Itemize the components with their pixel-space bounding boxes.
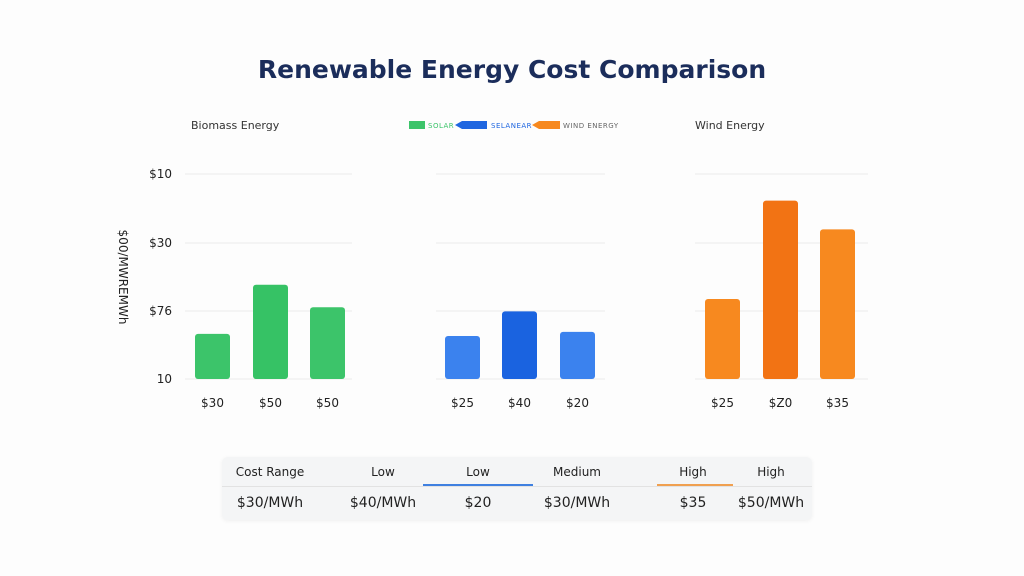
bar bbox=[502, 311, 537, 379]
chart-title: Renewable Energy Cost Comparison bbox=[257, 55, 767, 84]
table-header: High bbox=[679, 465, 707, 479]
cost-table: Cost Range $30/MWh Low $40/MWh Low $20 Medium $… bbox=[222, 457, 812, 520]
table-header: Cost Range bbox=[235, 465, 305, 479]
bar-label: $25 bbox=[451, 396, 474, 410]
legend-swatch-solar bbox=[409, 121, 425, 129]
bar bbox=[560, 331, 595, 379]
bar bbox=[445, 335, 480, 379]
y-tick-label: 10 bbox=[157, 372, 172, 386]
column-highlight bbox=[657, 484, 733, 486]
bar bbox=[763, 200, 798, 379]
legend-label: WIND ENERGY bbox=[563, 122, 619, 130]
legend-swatch-selanear bbox=[455, 121, 487, 129]
y-axis-label: $00/MWREMWh bbox=[116, 230, 130, 325]
bar-label: $35 bbox=[826, 396, 849, 410]
bar-label: $50 bbox=[259, 396, 282, 410]
bar bbox=[820, 229, 855, 379]
panel-title: Wind Energy bbox=[695, 119, 765, 132]
bar bbox=[253, 284, 288, 379]
table-cell: $35 bbox=[679, 495, 707, 511]
bar-label: $25 bbox=[711, 396, 734, 410]
table-header: Low bbox=[371, 465, 395, 479]
table-header: Medium bbox=[553, 465, 601, 479]
table-divider bbox=[222, 486, 812, 487]
legend-swatch-wind bbox=[532, 121, 560, 129]
bar-label: $Z0 bbox=[769, 396, 793, 410]
bar-label: $20 bbox=[566, 396, 589, 410]
table-cell: $30/MWh bbox=[236, 495, 304, 511]
y-tick-label: $30 bbox=[149, 236, 172, 250]
legend-label: SOLAR bbox=[428, 122, 454, 130]
y-tick-label: $76 bbox=[149, 304, 172, 318]
bar bbox=[310, 307, 345, 379]
table-cell: $40/MWh bbox=[349, 495, 417, 511]
table-cell: $50/MWh bbox=[737, 495, 805, 511]
legend-label: SELANEAR bbox=[491, 122, 532, 130]
y-tick-label: $10 bbox=[149, 167, 172, 181]
table-header: Low bbox=[466, 465, 490, 479]
table-cell: $30/MWh bbox=[543, 495, 611, 511]
panel-title: Biomass Energy bbox=[191, 119, 280, 132]
column-highlight bbox=[423, 484, 533, 486]
bar bbox=[195, 333, 230, 379]
table-cell: $20 bbox=[464, 495, 492, 511]
bar bbox=[705, 299, 740, 379]
bar-label: $30 bbox=[201, 396, 224, 410]
bar-label: $40 bbox=[508, 396, 531, 410]
table-header: High bbox=[757, 465, 785, 479]
bar-label: $50 bbox=[316, 396, 339, 410]
